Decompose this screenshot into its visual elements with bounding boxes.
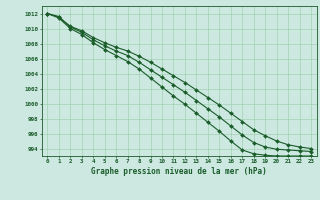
X-axis label: Graphe pression niveau de la mer (hPa): Graphe pression niveau de la mer (hPa) xyxy=(91,167,267,176)
